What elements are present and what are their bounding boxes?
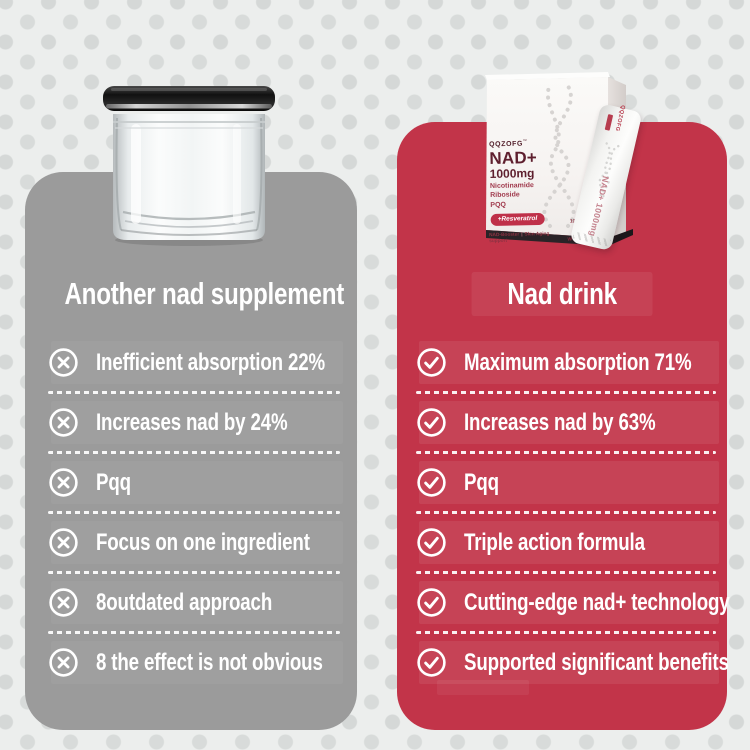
list-item-label: Supported significant benefits [464,648,729,676]
list-item-label: Inefficient absorption 22% [96,348,325,376]
list-item-label: Pqq [96,468,131,496]
list-item-label: Cutting-edge nad+ technology [464,588,730,616]
trademark-mark: ™ [522,138,528,144]
sachet-red-band [604,114,614,131]
x-circle-icon [49,588,78,617]
row-highlight [419,461,719,504]
row-highlight [51,641,343,684]
footer-left-text: NAD-Booster | Skin Aging support [489,231,550,245]
dashed-divider [416,631,716,634]
x-circle-icon [49,348,78,377]
check-circle-icon [417,348,446,377]
row-highlight [419,581,719,624]
check-circle-icon [417,528,446,557]
dashed-divider [48,451,340,454]
dashed-divider [416,391,716,394]
glass-jar-image [103,86,275,246]
row-highlight [419,641,719,684]
list-item-label: Triple action formula [464,528,645,556]
right-panel-title-text: Nad drink [471,272,653,316]
sachet-helix-graphic [597,142,620,199]
x-circle-icon [49,528,78,557]
list-item-label: 8 the effect is not obvious [96,648,323,676]
list-item-label: Increases nad by 24% [96,408,288,436]
left-comparison-panel: Another nad supplement Inefficient absor… [25,172,357,730]
check-circle-icon [417,468,446,497]
list-item-label: Increases nad by 63% [464,408,656,436]
list-item: Triple action formula [413,514,719,571]
x-circle-icon [49,408,78,437]
row-highlight [51,461,343,504]
list-item: Cutting-edge nad+ technology [413,574,730,631]
x-circle-icon [49,468,78,497]
list-item-label: Maximum absorption 71% [464,348,692,376]
row-highlight [419,341,719,384]
right-comparison-panel: Nad drink Maximum absorption 71% Increas… [397,122,730,730]
dashed-divider [48,631,340,634]
right-feature-list: Maximum absorption 71% Increases nad by … [413,334,730,691]
brand-label: QQZOFG™ [489,138,528,149]
left-feature-list: Inefficient absorption 22% Increases nad… [45,334,343,691]
dashed-divider [48,571,340,574]
list-item: 8 the effect is not obvious [45,634,343,691]
check-circle-icon [417,648,446,677]
row-highlight [51,401,343,444]
dashed-divider [416,511,716,514]
list-item: 8outdated approach [45,574,343,631]
dashed-divider [48,391,340,394]
row-highlight [51,521,343,564]
list-item: Inefficient absorption 22% [45,334,343,391]
check-circle-icon [417,588,446,617]
row-highlight [419,521,719,564]
list-item: Focus on one ingredient [45,514,343,571]
list-item-label: Focus on one ingredient [96,528,310,556]
list-item-label: Pqq [464,468,499,496]
row-highlight [51,581,343,624]
right-panel-title: Nad drink [397,272,727,316]
sachet-stick-image: QQZOFG NAD+ 1000mg [569,103,643,252]
left-panel-title: Another nad supplement [25,272,357,316]
left-panel-title-text: Another nad supplement [64,276,345,311]
dashed-divider [416,571,716,574]
x-circle-icon [49,648,78,677]
dashed-divider [48,511,340,514]
row-highlight [419,401,719,444]
list-item-label: 8outdated approach [96,588,273,616]
list-item: Pqq [45,454,343,511]
faint-highlight-artifact [437,680,529,695]
list-item: Increases nad by 63% [413,394,719,451]
list-item: Increases nad by 24% [45,394,343,451]
row-highlight [51,341,343,384]
list-item: Supported significant benefits [413,634,729,691]
list-item: Pqq [413,454,719,511]
list-item: Maximum absorption 71% [413,334,719,391]
check-circle-icon [417,408,446,437]
dashed-divider [416,451,716,454]
